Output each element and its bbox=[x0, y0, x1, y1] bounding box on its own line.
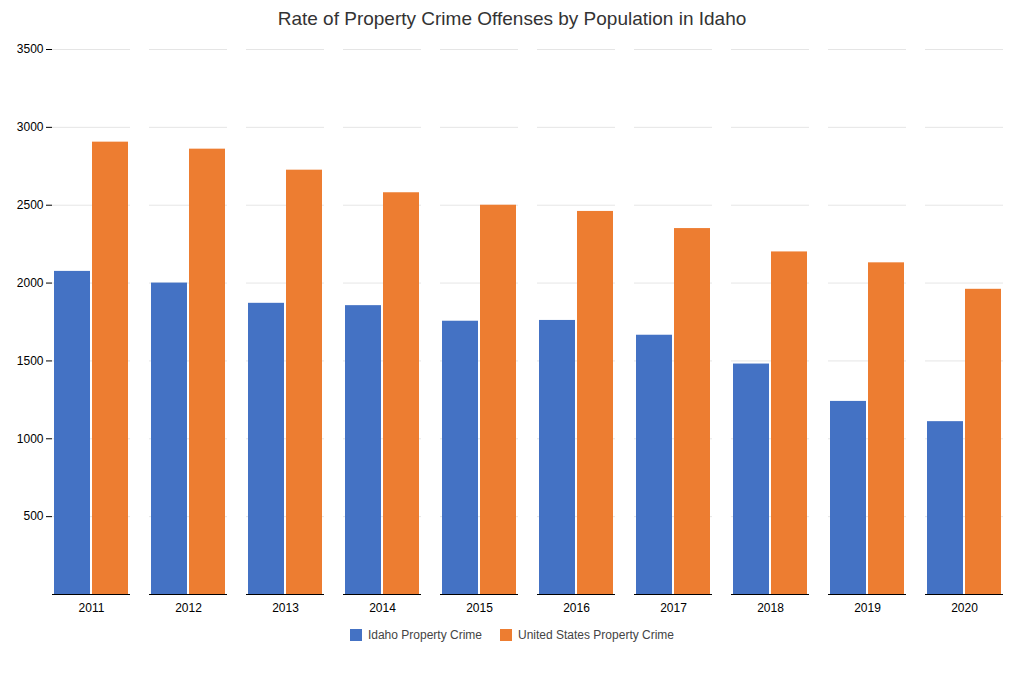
svg-text:2500: 2500 bbox=[17, 198, 44, 212]
svg-text:2013: 2013 bbox=[272, 601, 299, 615]
svg-text:2012: 2012 bbox=[175, 601, 202, 615]
svg-text:3000: 3000 bbox=[17, 120, 44, 134]
svg-text:2018: 2018 bbox=[757, 601, 784, 615]
svg-text:3500: 3500 bbox=[17, 42, 44, 56]
svg-text:1000: 1000 bbox=[17, 432, 44, 446]
svg-text:2000: 2000 bbox=[17, 276, 44, 290]
svg-text:2020: 2020 bbox=[951, 601, 978, 615]
html-text:Idaho Property Crime: Idaho Property Crime bbox=[367, 628, 482, 642]
svg-text:2014: 2014 bbox=[369, 601, 396, 615]
svg-text:2011: 2011 bbox=[79, 601, 105, 615]
svg-text:2019: 2019 bbox=[854, 601, 881, 615]
svg-text:2016: 2016 bbox=[563, 601, 590, 615]
svg-text:1500: 1500 bbox=[17, 354, 44, 368]
html-text:Rate of Property Crime Offense: Rate of Property Crime Offenses by Popul… bbox=[277, 8, 747, 29]
svg-text:500: 500 bbox=[23, 509, 43, 523]
svg-text:2015: 2015 bbox=[466, 601, 493, 615]
html-text:United States Property Crime: United States Property Crime bbox=[518, 628, 674, 642]
svg-text:2017: 2017 bbox=[660, 601, 687, 615]
